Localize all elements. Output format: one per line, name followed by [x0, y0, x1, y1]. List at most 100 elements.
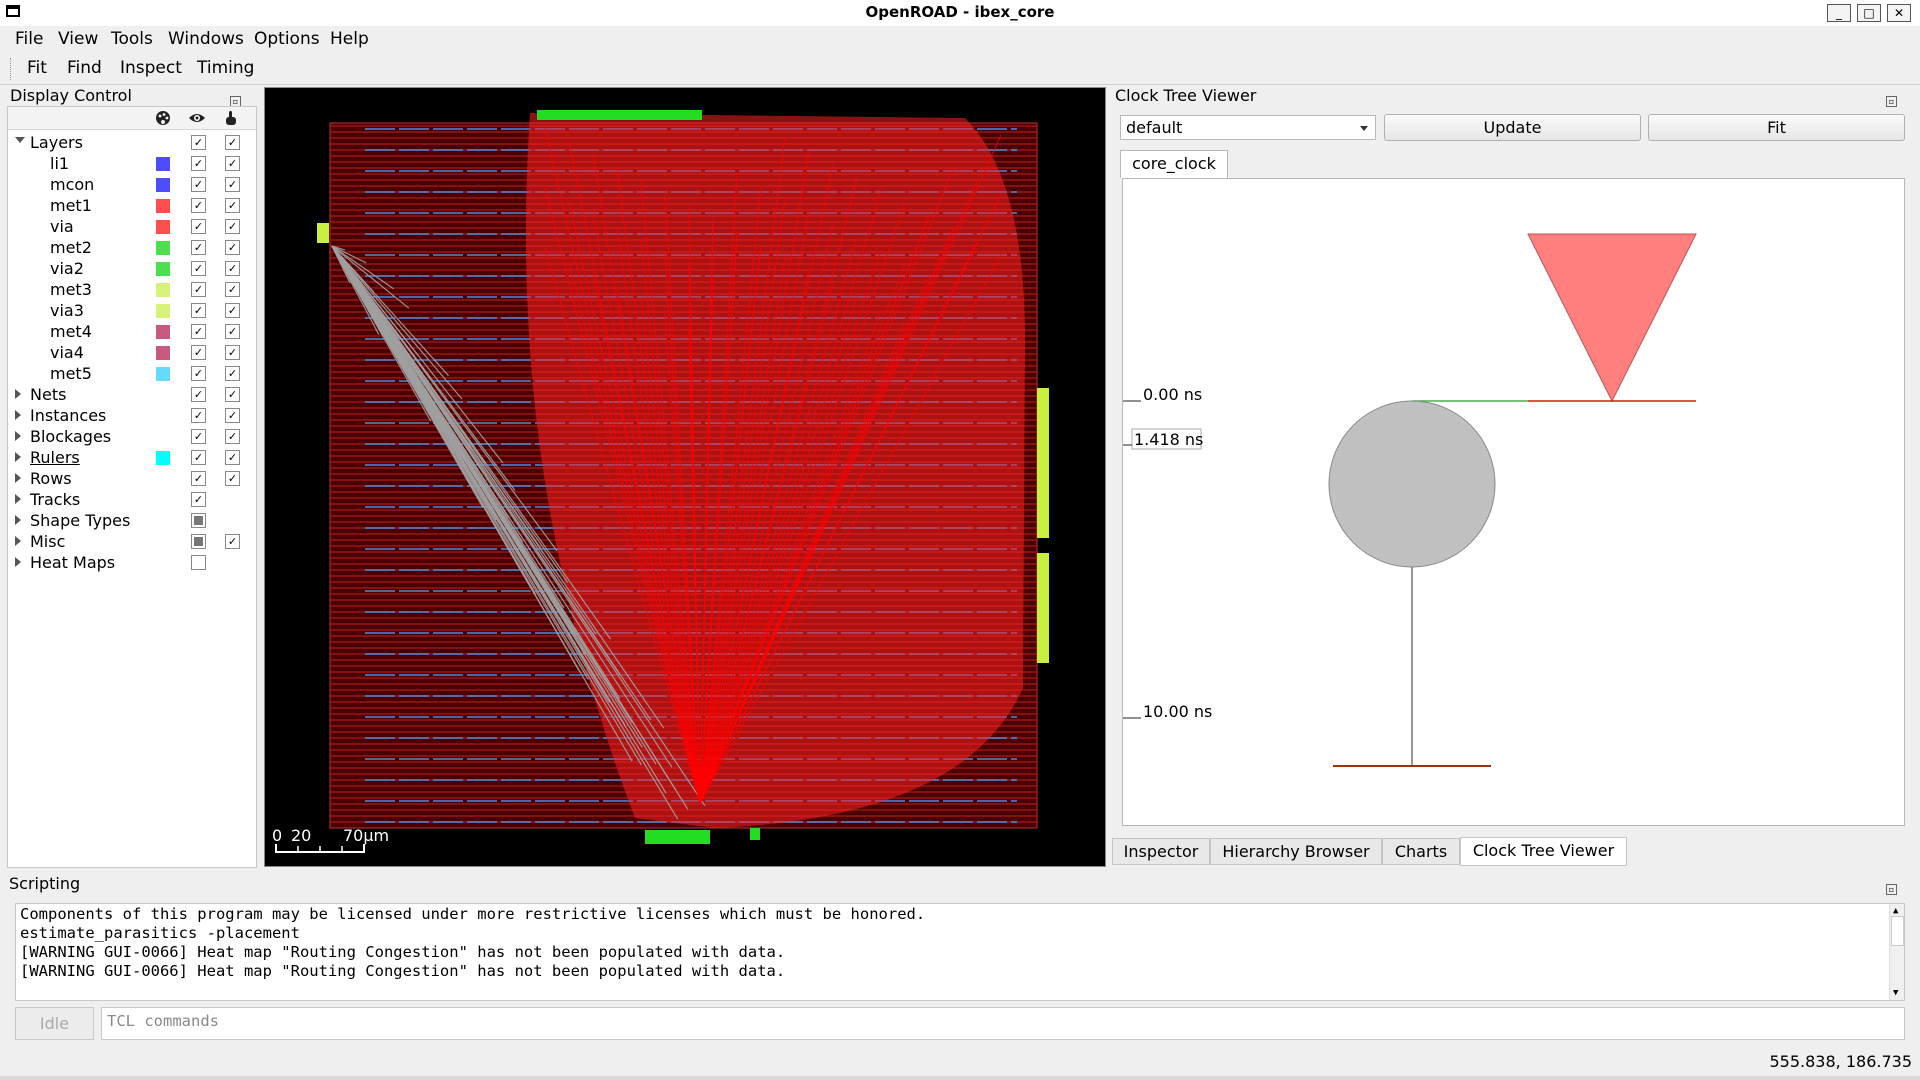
visible-checkbox[interactable] — [191, 534, 206, 549]
layer-color-swatch[interactable] — [156, 178, 170, 192]
selectable-checkbox[interactable]: ✓ — [225, 366, 240, 381]
selectable-checkbox[interactable]: ✓ — [225, 198, 240, 213]
expand-arrow-icon[interactable] — [15, 473, 21, 483]
layer-row-via3[interactable]: via3 ✓ ✓ — [8, 300, 256, 321]
tree-row-misc[interactable]: Misc ✓ — [8, 531, 256, 552]
layer-color-swatch[interactable] — [156, 346, 170, 360]
visible-checkbox[interactable]: ✓ — [191, 366, 206, 381]
find-tool-button[interactable]: Find — [67, 58, 102, 78]
fit-button[interactable]: Fit — [1648, 114, 1905, 141]
output-scrollbar[interactable]: ▲ ▼ — [1889, 904, 1904, 1000]
clock-root-triangle[interactable] — [1527, 233, 1697, 403]
expand-arrow-icon[interactable] — [15, 494, 21, 504]
selectable-checkbox[interactable]: ✓ — [225, 387, 240, 402]
selectable-checkbox[interactable]: ✓ — [225, 282, 240, 297]
layer-color-swatch[interactable] — [156, 199, 170, 213]
visible-checkbox[interactable]: ✓ — [191, 471, 206, 486]
expand-arrow-icon[interactable] — [15, 137, 25, 143]
tab-clock-tree-viewer[interactable]: Clock Tree Viewer — [1460, 837, 1627, 866]
layer-row-met1[interactable]: met1 ✓ ✓ — [8, 195, 256, 216]
layer-color-swatch[interactable] — [156, 367, 170, 381]
selectable-checkbox[interactable]: ✓ — [225, 450, 240, 465]
tab-core-clock[interactable]: core_clock — [1120, 150, 1228, 178]
visible-checkbox[interactable]: ✓ — [191, 282, 206, 297]
selectable-checkbox[interactable]: ✓ — [225, 303, 240, 318]
layer-color-swatch[interactable] — [156, 262, 170, 276]
tab-inspector[interactable]: Inspector — [1112, 838, 1210, 865]
tree-row-heat-maps[interactable]: Heat Maps — [8, 552, 256, 573]
selectable-checkbox[interactable]: ✓ — [225, 471, 240, 486]
clock-buffer-circle[interactable] — [1328, 400, 1496, 568]
visible-checkbox[interactable]: ✓ — [191, 408, 206, 423]
selectable-checkbox[interactable]: ✓ — [225, 177, 240, 192]
layer-row-mcon[interactable]: mcon ✓ ✓ — [8, 174, 256, 195]
tcl-command-input[interactable]: TCL commands — [101, 1007, 1905, 1040]
expand-arrow-icon[interactable] — [15, 389, 21, 399]
layer-color-swatch[interactable] — [156, 220, 170, 234]
visible-checkbox[interactable] — [191, 555, 206, 570]
visible-checkbox[interactable]: ✓ — [191, 156, 206, 171]
visible-checkbox[interactable]: ✓ — [191, 429, 206, 444]
visible-checkbox[interactable]: ✓ — [191, 261, 206, 276]
tree-row-tracks[interactable]: Tracks ✓ — [8, 489, 256, 510]
menu-options[interactable]: Options — [254, 29, 320, 49]
visible-checkbox[interactable] — [191, 513, 206, 528]
clock-tree-canvas[interactable]: 0.00 ns 1.418 ns 10.00 ns — [1122, 178, 1905, 826]
layer-row-met4[interactable]: met4 ✓ ✓ — [8, 321, 256, 342]
selectable-checkbox[interactable]: ✓ — [225, 408, 240, 423]
menu-view[interactable]: View — [58, 29, 99, 49]
expand-arrow-icon[interactable] — [15, 431, 21, 441]
menu-help[interactable]: Help — [330, 29, 369, 49]
visible-checkbox[interactable]: ✓ — [191, 324, 206, 339]
visible-checkbox[interactable]: ✓ — [191, 240, 206, 255]
tab-hierarchy-browser[interactable]: Hierarchy Browser — [1210, 838, 1382, 865]
menu-file[interactable]: File — [15, 29, 44, 49]
menu-windows[interactable]: Windows — [168, 29, 244, 49]
selectable-checkbox[interactable]: ✓ — [225, 156, 240, 171]
tree-row-rulers[interactable]: Rulers ✓ ✓ — [8, 447, 256, 468]
visible-checkbox[interactable]: ✓ — [191, 492, 206, 507]
ruler-color-swatch[interactable] — [156, 451, 170, 465]
tree-row-rows[interactable]: Rows ✓ ✓ — [8, 468, 256, 489]
tree-row-layers[interactable]: Layers ✓ ✓ — [8, 132, 256, 153]
layer-color-swatch[interactable] — [156, 283, 170, 297]
layer-color-swatch[interactable] — [156, 157, 170, 171]
expand-arrow-icon[interactable] — [15, 410, 21, 420]
tree-row-shape-types[interactable]: Shape Types — [8, 510, 256, 531]
timing-tool-button[interactable]: Timing — [197, 58, 255, 78]
layer-row-li1[interactable]: li1 ✓ ✓ — [8, 153, 256, 174]
close-button[interactable]: ✕ — [1887, 4, 1911, 22]
idle-button[interactable]: Idle — [15, 1007, 94, 1040]
maximize-button[interactable]: □ — [1857, 4, 1881, 22]
update-button[interactable]: Update — [1384, 114, 1641, 141]
selectable-checkbox[interactable]: ✓ — [225, 429, 240, 444]
layer-row-via[interactable]: via ✓ ✓ — [8, 216, 256, 237]
visible-checkbox[interactable]: ✓ — [191, 219, 206, 234]
corner-select[interactable]: default — [1120, 115, 1376, 140]
selectable-checkbox[interactable]: ✓ — [225, 135, 240, 150]
selectable-checkbox[interactable]: ✓ — [225, 261, 240, 276]
toolbar-grip[interactable] — [10, 58, 14, 80]
visible-checkbox[interactable]: ✓ — [191, 177, 206, 192]
tree-row-instances[interactable]: Instances ✓ ✓ — [8, 405, 256, 426]
tree-row-nets[interactable]: Nets ✓ ✓ — [8, 384, 256, 405]
visible-checkbox[interactable]: ✓ — [191, 345, 206, 360]
visible-checkbox[interactable]: ✓ — [191, 198, 206, 213]
selectable-checkbox[interactable]: ✓ — [225, 534, 240, 549]
tab-charts[interactable]: Charts — [1382, 838, 1460, 865]
script-output[interactable]: Components of this program may be licens… — [15, 903, 1905, 1001]
expand-arrow-icon[interactable] — [15, 515, 21, 525]
layer-row-met2[interactable]: met2 ✓ ✓ — [8, 237, 256, 258]
layer-color-swatch[interactable] — [156, 304, 170, 318]
visible-checkbox[interactable]: ✓ — [191, 387, 206, 402]
layer-row-via2[interactable]: via2 ✓ ✓ — [8, 258, 256, 279]
selectable-checkbox[interactable]: ✓ — [225, 345, 240, 360]
layer-row-via4[interactable]: via4 ✓ ✓ — [8, 342, 256, 363]
layer-row-met5[interactable]: met5 ✓ ✓ — [8, 363, 256, 384]
selectable-checkbox[interactable]: ✓ — [225, 219, 240, 234]
layer-color-swatch[interactable] — [156, 241, 170, 255]
expand-arrow-icon[interactable] — [15, 536, 21, 546]
layout-viewer[interactable]: 0 20 70µm — [264, 87, 1106, 867]
float-dock-icon[interactable]: ▫ — [1886, 884, 1897, 895]
selectable-checkbox[interactable]: ✓ — [225, 240, 240, 255]
